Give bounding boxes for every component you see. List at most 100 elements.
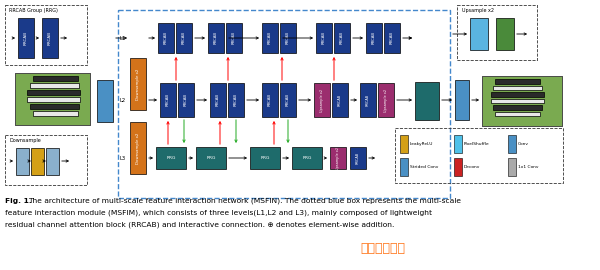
Bar bbox=[495, 112, 540, 116]
Bar bbox=[508, 135, 516, 153]
Text: Upsample x2: Upsample x2 bbox=[320, 89, 324, 112]
Text: residual channel attention block (RRCAB) and interactive connection. ⊕ denotes e: residual channel attention block (RRCAB)… bbox=[5, 222, 394, 228]
Text: RRCAB: RRCAB bbox=[182, 32, 186, 45]
Bar bbox=[493, 105, 542, 110]
Text: RRCAB: RRCAB bbox=[164, 32, 168, 45]
Text: RRCAB: RRCAB bbox=[372, 32, 376, 45]
Text: L2: L2 bbox=[120, 99, 126, 103]
Bar bbox=[160, 83, 176, 117]
Bar bbox=[16, 148, 29, 175]
Bar bbox=[15, 73, 90, 125]
Bar bbox=[470, 18, 488, 50]
Text: Upsample x2: Upsample x2 bbox=[336, 146, 340, 170]
Bar bbox=[350, 147, 366, 169]
Text: 1x1 Conv: 1x1 Conv bbox=[518, 165, 539, 169]
Bar bbox=[455, 80, 469, 120]
Bar bbox=[280, 23, 296, 53]
Text: L1: L1 bbox=[120, 36, 126, 42]
Text: RRG: RRG bbox=[166, 156, 176, 160]
Text: RRCAB: RRCAB bbox=[216, 93, 220, 106]
Text: RRCAB: RRCAB bbox=[322, 32, 326, 45]
Bar bbox=[97, 80, 113, 122]
Bar bbox=[250, 147, 280, 169]
Bar bbox=[42, 18, 58, 58]
Text: RRCAB: RRCAB bbox=[184, 93, 188, 106]
Text: The architecture of multi-scale feature interaction network (MSFIN). The dotted : The architecture of multi-scale feature … bbox=[28, 198, 461, 204]
Text: Conv: Conv bbox=[518, 142, 529, 146]
Bar bbox=[457, 5, 537, 60]
Bar bbox=[15, 73, 90, 125]
Bar bbox=[366, 23, 382, 53]
Bar bbox=[46, 148, 59, 175]
Bar bbox=[228, 83, 244, 117]
Bar bbox=[208, 23, 224, 53]
Text: PixelShuffle: PixelShuffle bbox=[464, 142, 490, 146]
Bar bbox=[491, 99, 544, 103]
Text: RRCAB: RRCAB bbox=[356, 152, 360, 164]
Bar bbox=[226, 23, 242, 53]
Bar bbox=[156, 147, 186, 169]
Bar bbox=[31, 148, 44, 175]
Bar bbox=[130, 122, 146, 174]
Text: RRCAB: RRCAB bbox=[390, 32, 394, 45]
Text: RRCAB: RRCAB bbox=[214, 32, 218, 45]
Bar bbox=[316, 23, 332, 53]
Text: RRCAB: RRCAB bbox=[166, 93, 170, 106]
Bar bbox=[454, 158, 462, 176]
Bar bbox=[262, 83, 278, 117]
Bar bbox=[176, 23, 192, 53]
Bar bbox=[400, 158, 408, 176]
Bar bbox=[18, 18, 34, 58]
Bar bbox=[493, 86, 542, 90]
Bar bbox=[395, 128, 563, 183]
Text: Strided Conv: Strided Conv bbox=[410, 165, 439, 169]
Text: L3: L3 bbox=[120, 157, 126, 161]
Bar bbox=[454, 135, 462, 153]
Bar bbox=[415, 82, 439, 120]
Bar bbox=[178, 83, 194, 117]
Bar bbox=[360, 83, 376, 117]
Text: RRCAB: RRCAB bbox=[340, 32, 344, 45]
Bar bbox=[158, 23, 174, 53]
Text: Fig. 1.: Fig. 1. bbox=[5, 198, 32, 204]
Bar bbox=[210, 83, 226, 117]
Text: Downsample x2: Downsample x2 bbox=[136, 132, 140, 164]
Bar bbox=[32, 76, 77, 81]
Text: Deconv: Deconv bbox=[464, 165, 481, 169]
Bar bbox=[130, 58, 146, 110]
Bar bbox=[314, 83, 330, 117]
Text: RRCAB: RRCAB bbox=[24, 31, 28, 45]
Bar bbox=[26, 90, 79, 95]
Bar bbox=[29, 83, 79, 88]
Bar bbox=[482, 76, 562, 126]
Text: feature interaction module (MSFIM), which consists of three levels(L1,L2 and L3): feature interaction module (MSFIM), whic… bbox=[5, 210, 432, 217]
Text: RRCAB: RRCAB bbox=[48, 31, 52, 45]
Text: Downsample: Downsample bbox=[9, 138, 41, 143]
Bar bbox=[292, 147, 322, 169]
Text: RRCAB: RRCAB bbox=[268, 93, 272, 106]
Text: LeakyReLU: LeakyReLU bbox=[410, 142, 433, 146]
Bar bbox=[334, 23, 350, 53]
Text: RRCAB Group (RRG): RRCAB Group (RRG) bbox=[9, 8, 58, 13]
Text: Upsample x2: Upsample x2 bbox=[462, 8, 494, 13]
Bar bbox=[384, 23, 400, 53]
Bar bbox=[5, 135, 87, 185]
Bar bbox=[5, 5, 87, 65]
Bar bbox=[330, 147, 346, 169]
Text: RRG: RRG bbox=[302, 156, 311, 160]
Bar bbox=[26, 97, 79, 102]
Bar bbox=[496, 18, 514, 50]
Bar bbox=[495, 79, 540, 83]
Bar bbox=[482, 76, 562, 126]
Bar bbox=[400, 135, 408, 153]
Text: 彩虹网址导航: 彩虹网址导航 bbox=[360, 242, 405, 255]
Bar bbox=[378, 83, 394, 117]
Text: RRCAB: RRCAB bbox=[366, 94, 370, 106]
Bar bbox=[332, 83, 348, 117]
Text: RRCAB: RRCAB bbox=[286, 93, 290, 106]
Text: Downsample x2: Downsample x2 bbox=[136, 68, 140, 100]
Text: Upsample x2: Upsample x2 bbox=[384, 89, 388, 112]
Text: RRCAB: RRCAB bbox=[286, 32, 290, 45]
Text: RRCAB: RRCAB bbox=[234, 93, 238, 106]
Bar bbox=[491, 92, 544, 96]
